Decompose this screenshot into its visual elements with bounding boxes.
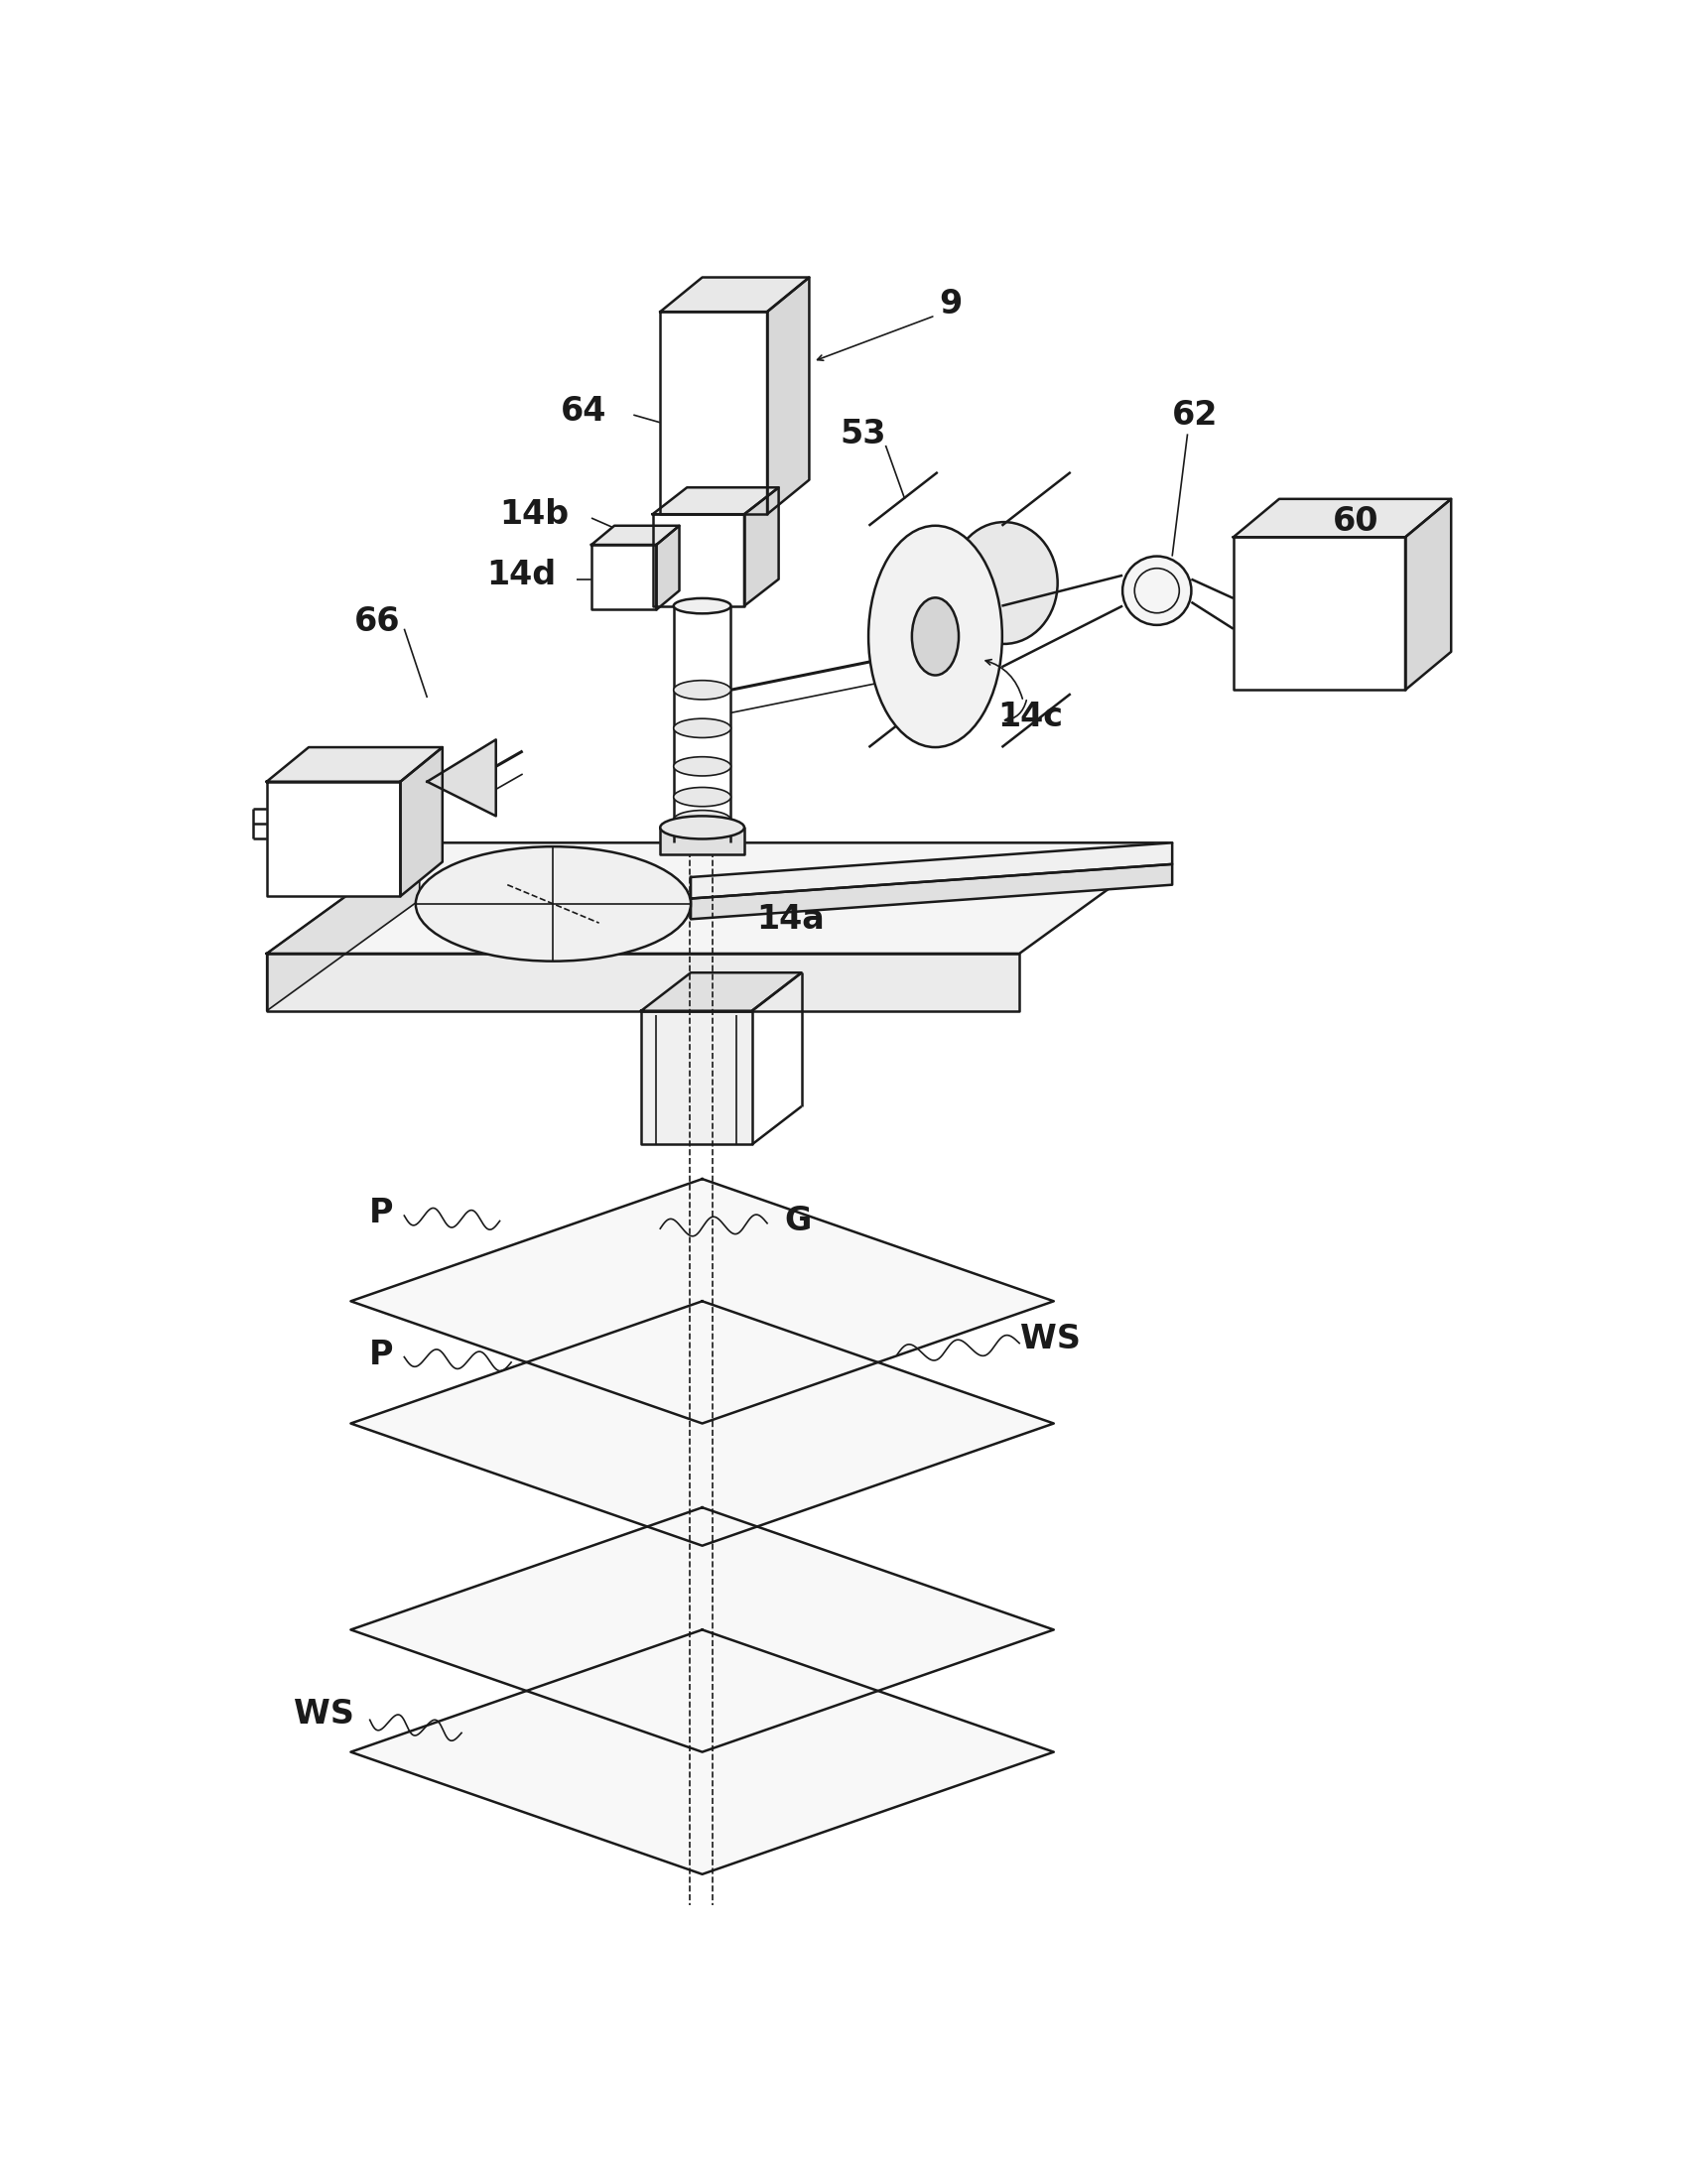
Text: 62: 62 [1172,397,1218,430]
Ellipse shape [674,758,730,775]
Polygon shape [660,277,808,312]
Polygon shape [267,843,1172,954]
Polygon shape [592,544,657,609]
Text: 14c: 14c [997,701,1063,734]
Polygon shape [350,1302,1053,1546]
Ellipse shape [674,598,730,614]
Polygon shape [427,740,495,817]
Polygon shape [657,526,679,609]
Ellipse shape [1123,557,1191,625]
Ellipse shape [868,526,1002,747]
Text: 66: 66 [354,605,400,638]
Polygon shape [350,1179,1053,1424]
Polygon shape [400,747,442,895]
Text: 14d: 14d [486,559,556,592]
Polygon shape [350,1629,1053,1874]
Polygon shape [767,277,808,513]
Text: G: G [784,1206,811,1238]
Polygon shape [267,782,400,895]
Text: WS: WS [1019,1324,1080,1356]
Ellipse shape [660,817,743,839]
Polygon shape [651,487,777,513]
Text: 14b: 14b [498,498,568,531]
Ellipse shape [674,681,730,699]
Text: WS: WS [294,1697,354,1730]
Polygon shape [1233,537,1405,690]
Polygon shape [1233,498,1451,537]
Polygon shape [267,843,418,1011]
Ellipse shape [674,719,730,738]
Polygon shape [691,865,1172,919]
Ellipse shape [674,810,730,830]
Text: 14a: 14a [755,902,823,935]
Polygon shape [267,954,1019,1011]
Text: 9: 9 [939,288,961,321]
Ellipse shape [674,788,730,806]
Text: 60: 60 [1332,505,1378,537]
Polygon shape [660,828,743,854]
Polygon shape [592,526,679,544]
Polygon shape [641,1011,752,1144]
Text: P: P [369,1339,393,1372]
Ellipse shape [912,598,958,675]
Polygon shape [743,487,777,605]
Polygon shape [651,513,743,605]
Ellipse shape [415,847,691,961]
Polygon shape [660,312,767,513]
Text: P: P [369,1197,393,1230]
Polygon shape [1405,498,1451,690]
Polygon shape [691,843,1172,898]
Polygon shape [641,972,801,1011]
Text: 64: 64 [560,395,607,428]
Polygon shape [267,747,442,782]
Text: 53: 53 [839,417,885,450]
Polygon shape [350,1507,1053,1752]
Ellipse shape [951,522,1056,644]
